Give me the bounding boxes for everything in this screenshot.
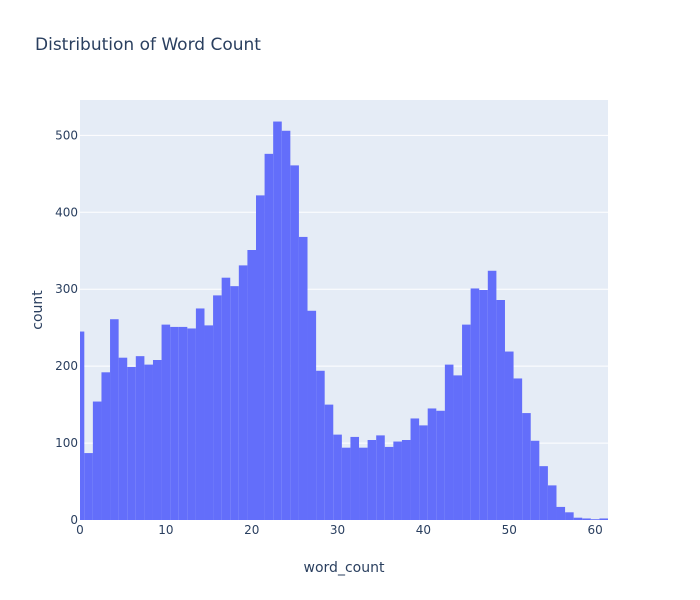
histogram-bar xyxy=(393,441,402,520)
histogram-bar xyxy=(195,308,205,520)
histogram-bar xyxy=(230,286,239,520)
histogram-bar xyxy=(427,408,437,520)
histogram-bar xyxy=(170,326,179,520)
histogram-bar xyxy=(281,130,291,520)
histogram-bar xyxy=(359,447,368,520)
histogram-bar xyxy=(298,236,308,520)
histogram-bar xyxy=(101,372,111,520)
histogram-bar xyxy=(152,360,162,520)
histogram-bar xyxy=(530,440,540,520)
histogram-bar xyxy=(110,319,119,520)
histogram-bar xyxy=(487,270,497,520)
histogram-bar xyxy=(573,517,583,520)
x-axis-title: word_count xyxy=(304,560,385,576)
histogram-bar xyxy=(539,466,548,520)
bars xyxy=(80,121,608,521)
x-tick-label: 0 xyxy=(76,523,84,537)
histogram-bar xyxy=(444,364,454,520)
histogram-bar xyxy=(376,435,385,520)
y-tick-label: 300 xyxy=(55,282,78,296)
histogram-bar xyxy=(333,434,342,520)
histogram-bar xyxy=(80,331,85,520)
histogram-bar xyxy=(496,300,505,520)
histogram-bar xyxy=(84,453,93,520)
histogram-bar xyxy=(187,328,196,520)
histogram-bar xyxy=(367,440,377,520)
x-tick-label: 30 xyxy=(330,523,345,537)
histogram-bar xyxy=(513,378,523,520)
histogram-bar xyxy=(204,325,214,520)
y-tick-label: 0 xyxy=(70,513,78,527)
histogram-bar xyxy=(273,121,282,521)
histogram-bar xyxy=(256,195,265,520)
histogram-bar xyxy=(213,295,222,520)
histogram-bar xyxy=(401,440,411,520)
histogram-bar xyxy=(341,447,351,520)
x-tick-label: 10 xyxy=(158,523,173,537)
histogram-bar xyxy=(504,351,514,520)
histogram-bar xyxy=(419,425,428,520)
histogram-bar xyxy=(582,518,591,520)
x-tick-label: 20 xyxy=(244,523,259,537)
x-tick-label: 60 xyxy=(587,523,602,537)
histogram-bar xyxy=(290,165,299,520)
histogram-bar xyxy=(599,518,608,520)
y-tick-labels: 0 100 200 300 400 500 xyxy=(55,128,78,527)
histogram-bar xyxy=(161,324,171,520)
histogram-bar xyxy=(479,290,488,520)
histogram-bar xyxy=(324,404,334,520)
histogram-bar xyxy=(410,418,420,520)
x-tick-labels: 0 10 20 30 40 50 60 xyxy=(76,523,603,537)
histogram-bar xyxy=(221,277,231,520)
histogram-bar xyxy=(470,288,480,520)
y-axis-title: count xyxy=(30,290,46,330)
y-tick-label: 400 xyxy=(55,205,78,219)
x-tick-label: 40 xyxy=(416,523,431,537)
histogram-bar xyxy=(118,357,128,520)
chart-title: Distribution of Word Count xyxy=(35,35,261,55)
histogram-bar xyxy=(92,401,102,520)
histogram-bar xyxy=(384,446,394,520)
y-tick-label: 500 xyxy=(55,128,78,142)
histogram-bar xyxy=(264,153,274,520)
y-tick-label: 200 xyxy=(55,359,78,373)
x-tick-label: 50 xyxy=(502,523,517,537)
y-tick-label: 100 xyxy=(55,436,78,450)
histogram-bar xyxy=(238,265,248,520)
histogram-bar xyxy=(462,324,471,520)
histogram-bar xyxy=(436,410,445,520)
histogram-bar xyxy=(127,366,136,520)
histogram-bar xyxy=(307,310,317,520)
histogram-bar xyxy=(522,413,531,520)
histogram-bar xyxy=(556,506,566,520)
histogram-bar xyxy=(565,512,574,520)
histogram-bar xyxy=(178,326,188,520)
histogram-bar xyxy=(547,485,557,520)
histogram-bar xyxy=(144,364,153,520)
histogram-bar xyxy=(316,370,325,520)
histogram-bar xyxy=(135,356,145,520)
histogram-bar xyxy=(590,519,600,520)
histogram-bar xyxy=(350,436,360,520)
histogram-bar xyxy=(453,375,463,520)
histogram-bar xyxy=(247,250,256,520)
